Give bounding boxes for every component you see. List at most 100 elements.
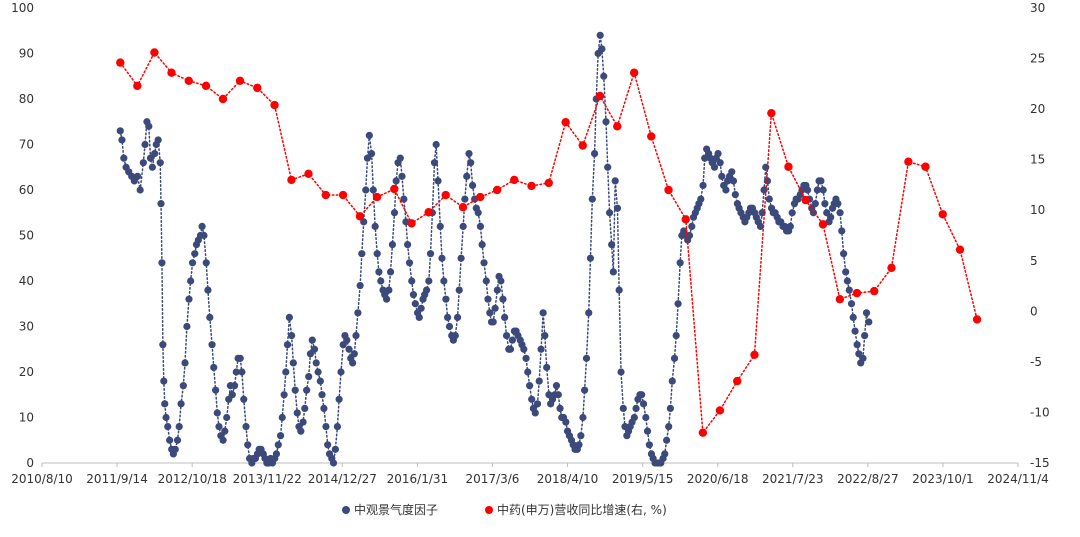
series-2-point [818, 220, 828, 229]
series-1-point [478, 241, 486, 249]
series-1-point [408, 277, 416, 285]
series-1-point [451, 332, 459, 340]
series-1-point [714, 150, 722, 158]
series-1-point [156, 159, 164, 167]
series-2-point [972, 315, 982, 324]
series-1-point [365, 131, 373, 139]
series-1-point [524, 368, 532, 376]
series-1-point [232, 368, 240, 376]
series-2-point [938, 210, 947, 219]
series-1-point [161, 400, 169, 408]
series-1-point [187, 277, 195, 285]
series-1-point [345, 345, 353, 353]
series-1-point [632, 404, 640, 412]
series-1-point [685, 231, 694, 240]
series-1-point [373, 250, 381, 258]
x-tick-label: 2020/6/18 [687, 472, 749, 486]
series-1-point [385, 286, 393, 294]
x-tick-label: 2017/3/6 [466, 472, 520, 486]
series-1-point [630, 413, 638, 422]
y-left-tick-label: 50 [19, 229, 34, 243]
series-1-point [369, 186, 377, 194]
legend-marker-series-1 [342, 506, 350, 514]
series-1-point [453, 313, 462, 321]
series-1-point [763, 177, 772, 185]
series-1-point [543, 363, 551, 372]
y-right-tick-label: -15 [1030, 456, 1050, 470]
series-1-point [847, 300, 856, 308]
series-1-point [425, 277, 433, 285]
series-1-point [575, 441, 583, 449]
series-2-point [887, 263, 896, 273]
series-1-point [819, 186, 827, 194]
series-1-point [148, 163, 156, 171]
series-2-point [150, 48, 159, 57]
series-1-point [215, 423, 223, 431]
series-1-point [506, 345, 515, 353]
series-2-point [955, 245, 965, 254]
series-1-point [179, 382, 187, 390]
series-2-point [647, 132, 656, 141]
series-2-point [133, 81, 142, 91]
series-2-point [184, 76, 193, 86]
series-1-point [175, 423, 183, 431]
series-1-point [465, 150, 473, 158]
series-1-point [240, 395, 248, 403]
series-2-point [253, 83, 262, 93]
series-1-point [668, 377, 676, 385]
series-1-point [293, 409, 301, 417]
series-1-point [230, 382, 239, 390]
series-1-point [838, 227, 846, 235]
series-2-point [750, 350, 759, 360]
x-tick-label: 2011/9/14 [86, 472, 148, 486]
series-1-point [615, 286, 623, 294]
series-2-point [870, 286, 879, 296]
series-1-point [552, 382, 561, 390]
series-1-point [497, 277, 505, 285]
series-1-point [440, 277, 448, 285]
series-1-point [133, 172, 142, 180]
series-1-point [811, 200, 819, 208]
y-right-tick-label: 5 [1030, 254, 1038, 268]
series-1-point [582, 354, 591, 362]
y-right-tick-label: 15 [1030, 153, 1045, 167]
series-1-point [499, 295, 507, 303]
series-1-point [422, 286, 431, 294]
series-2-point [921, 162, 930, 171]
series-1-point [276, 432, 285, 440]
series-1-point [198, 222, 206, 230]
y-left-tick-label: 90 [19, 47, 34, 61]
series-2-point [167, 68, 176, 77]
series-1-point [670, 354, 679, 362]
series-1-point [605, 209, 614, 217]
series-1-point [541, 332, 549, 340]
y-right-tick-label: 25 [1030, 52, 1045, 66]
series-1-point [322, 423, 330, 431]
series-1-point [731, 190, 739, 199]
series-1-point [609, 268, 617, 276]
series-2-point [321, 190, 330, 200]
series-1-point [228, 391, 236, 399]
series-1-point [335, 395, 343, 403]
series-1-point [400, 195, 408, 203]
series-1-point [367, 150, 376, 158]
series-1-point [834, 200, 842, 208]
series-1-point [821, 200, 829, 208]
series-2-point [801, 195, 810, 205]
series-1-point [716, 159, 724, 167]
series-1-point [501, 313, 509, 321]
series-1-point [434, 177, 442, 185]
series-1-point [306, 350, 314, 358]
series-1-point [590, 150, 599, 158]
series-1-point [358, 250, 366, 258]
series-1-point [444, 313, 452, 321]
series-2-point [561, 118, 570, 127]
series-2-point [767, 108, 776, 118]
series-2-point [904, 157, 913, 166]
series-1-point [665, 423, 673, 431]
series-1-point [405, 259, 414, 267]
series-2-point [407, 219, 416, 228]
series-1-point [200, 231, 208, 240]
series-2-point [715, 406, 725, 415]
series-1-point [432, 140, 440, 149]
